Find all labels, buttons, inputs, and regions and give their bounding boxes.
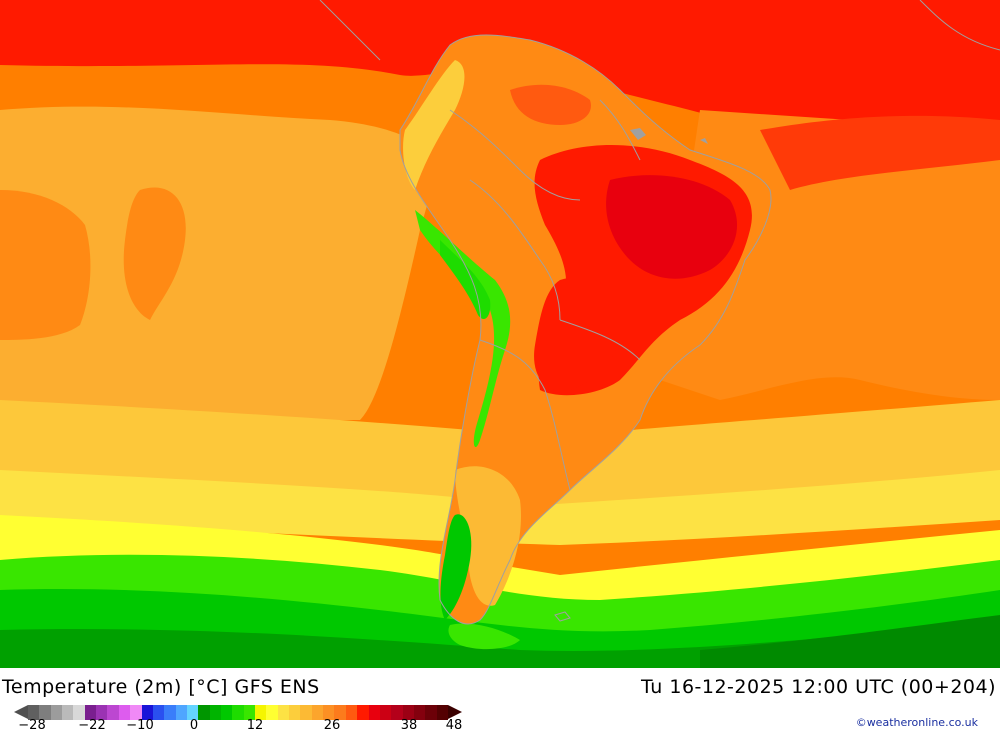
map-footer: Temperature (2m) [°C] GFS ENS Tu 16-12-2… xyxy=(0,668,1000,733)
legend-swatch xyxy=(107,705,120,720)
band-pacific-orange-mid xyxy=(123,187,186,320)
gran-chaco-hot xyxy=(534,276,625,391)
legend-swatch xyxy=(345,705,358,720)
legend-swatch xyxy=(243,705,256,720)
legend-swatch xyxy=(289,705,301,720)
map-title: Temperature (2m) [°C] GFS ENS xyxy=(2,676,320,698)
legend-swatch xyxy=(277,705,290,720)
amazon-deepred-core xyxy=(606,175,738,279)
legend-tick-label: −22 xyxy=(78,718,106,733)
legend-swatch xyxy=(96,705,108,720)
legend-swatch xyxy=(198,705,211,720)
patagonia-andes-green xyxy=(440,514,472,620)
legend-swatch xyxy=(39,705,52,720)
legend-swatch xyxy=(391,705,404,720)
band-pacific-orange-left xyxy=(0,190,91,340)
legend-swatch xyxy=(175,705,188,720)
temperature-map-svg xyxy=(0,0,1000,668)
legend-swatch xyxy=(220,705,233,720)
legend-swatch xyxy=(73,705,86,720)
temperature-map xyxy=(0,0,1000,668)
legend-swatch xyxy=(130,705,142,720)
legend-tick-label: −28 xyxy=(18,718,46,733)
country-borders xyxy=(319,0,1000,625)
legend-swatch xyxy=(402,705,415,720)
andes-north-lightorange xyxy=(403,60,465,190)
band-atlantic-red xyxy=(760,115,1000,190)
legend-swatch xyxy=(334,705,347,720)
legend-swatch xyxy=(50,705,63,720)
legend-swatch xyxy=(436,705,449,720)
legend-swatch xyxy=(323,705,335,720)
legend-tick-label: 26 xyxy=(323,718,341,733)
legend-swatch xyxy=(232,705,245,720)
legend-swatch xyxy=(357,705,370,720)
legend-swatch xyxy=(118,705,131,720)
legend-swatch xyxy=(62,705,74,720)
legend-arrow-left-icon xyxy=(14,705,28,719)
falkland-islands xyxy=(554,611,571,622)
caribbean-islands xyxy=(630,128,708,144)
andes-central-green xyxy=(415,210,511,448)
legend-swatch xyxy=(311,705,324,720)
legend-swatch xyxy=(379,705,392,720)
band-pacific-warm xyxy=(0,106,440,421)
tierra-del-fuego xyxy=(448,623,520,650)
legend-swatch xyxy=(413,705,426,720)
legend-swatch xyxy=(152,705,165,720)
legend-swatch xyxy=(141,705,154,720)
band-south-darkestgreen xyxy=(700,615,1000,668)
legend-tick-label: −10 xyxy=(126,718,154,733)
legend-tick-label: 12 xyxy=(246,718,264,733)
map-datetime: Tu 16-12-2025 12:00 UTC (00+204) xyxy=(641,676,996,698)
legend-swatch xyxy=(300,705,313,720)
legend-swatch xyxy=(425,705,438,720)
legend-swatch xyxy=(266,705,279,720)
legend-swatch xyxy=(255,705,267,720)
legend-tick-label: 48 xyxy=(445,718,463,733)
legend-tick-label: 0 xyxy=(189,718,199,733)
legend-swatch xyxy=(186,705,199,720)
legend-swatch xyxy=(28,705,40,720)
legend-swatch xyxy=(164,705,177,720)
site-credit: ©weatheronline.co.uk xyxy=(855,716,978,729)
legend-swatch xyxy=(84,705,97,720)
legend-arrow-right-icon xyxy=(448,705,462,719)
legend-tick-label: 38 xyxy=(400,718,418,733)
legend-swatch xyxy=(368,705,381,720)
north-coast-hot xyxy=(510,84,591,125)
legend-swatch xyxy=(209,705,222,720)
